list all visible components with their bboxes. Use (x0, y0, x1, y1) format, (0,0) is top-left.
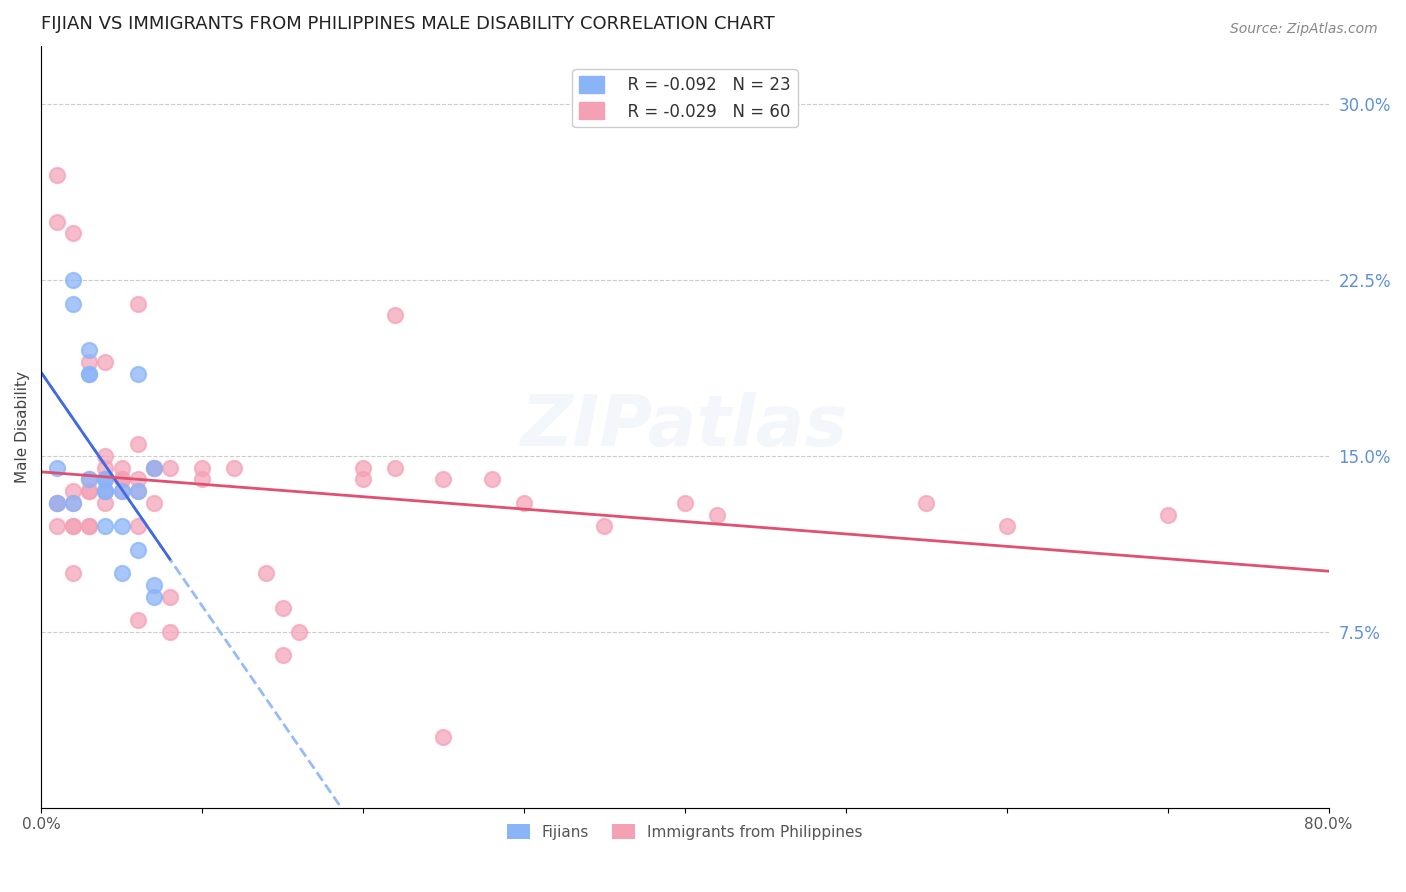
Point (127, 473, 149, 487)
Point (127, 484, 149, 499)
Point (159, 460, 181, 475)
Point (352, 473, 374, 487)
Point (46, 168, 69, 182)
Point (46, 496, 69, 510)
Point (159, 624, 181, 639)
Point (915, 496, 938, 510)
Point (46, 519, 69, 533)
Point (79, 473, 101, 487)
Point (110, 519, 132, 533)
Point (46, 214, 69, 228)
Legend: Fijians, Immigrants from Philippines: Fijians, Immigrants from Philippines (501, 818, 869, 846)
Point (110, 484, 132, 499)
Point (62, 519, 84, 533)
Point (79, 519, 101, 533)
Point (191, 473, 214, 487)
Point (481, 473, 503, 487)
Point (287, 624, 309, 639)
Point (79, 484, 101, 499)
Point (127, 484, 149, 499)
Point (995, 519, 1018, 533)
Point (127, 542, 149, 557)
Point (127, 367, 149, 381)
Point (94, 473, 117, 487)
Point (79, 484, 101, 499)
Point (271, 648, 294, 663)
Point (706, 508, 728, 522)
Point (593, 519, 616, 533)
Point (384, 460, 406, 475)
Point (142, 578, 165, 592)
Point (94, 484, 117, 499)
Point (94, 460, 117, 475)
Point (352, 460, 374, 475)
Point (94, 484, 117, 499)
Point (142, 496, 165, 510)
Point (127, 519, 149, 533)
Point (159, 590, 181, 604)
Point (94, 484, 117, 499)
Point (62, 496, 84, 510)
Point (79, 367, 101, 381)
Point (127, 437, 149, 451)
Point (142, 460, 165, 475)
Point (432, 473, 454, 487)
Point (94, 496, 117, 510)
Point (94, 473, 117, 487)
Point (62, 496, 84, 510)
Point (79, 355, 101, 369)
Y-axis label: Male Disability: Male Disability (15, 371, 30, 483)
Point (271, 601, 294, 615)
Point (94, 519, 117, 533)
Point (110, 484, 132, 499)
Point (62, 296, 84, 310)
Point (94, 449, 117, 463)
Point (62, 484, 84, 499)
Point (79, 343, 101, 358)
Point (62, 273, 84, 287)
Point (79, 367, 101, 381)
Point (62, 566, 84, 581)
Point (62, 226, 84, 240)
Point (142, 460, 165, 475)
Point (254, 566, 277, 581)
Point (127, 296, 149, 310)
Point (224, 460, 246, 475)
Point (142, 590, 165, 604)
Point (127, 613, 149, 627)
Point (513, 496, 536, 510)
Point (79, 473, 101, 487)
Point (142, 460, 165, 475)
Point (673, 496, 696, 510)
Text: Source: ZipAtlas.com: Source: ZipAtlas.com (1230, 22, 1378, 37)
Point (94, 473, 117, 487)
Point (46, 460, 69, 475)
Point (110, 473, 132, 487)
Point (46, 496, 69, 510)
Text: FIJIAN VS IMMIGRANTS FROM PHILIPPINES MALE DISABILITY CORRELATION CHART: FIJIAN VS IMMIGRANTS FROM PHILIPPINES MA… (41, 15, 775, 33)
Point (62, 519, 84, 533)
Text: ZIPatlas: ZIPatlas (522, 392, 849, 461)
Point (79, 519, 101, 533)
Point (110, 566, 132, 581)
Point (1157, 508, 1180, 522)
Point (384, 309, 406, 323)
Point (432, 731, 454, 745)
Point (94, 355, 117, 369)
Point (46, 496, 69, 510)
Point (191, 460, 214, 475)
Point (110, 460, 132, 475)
Point (110, 473, 132, 487)
